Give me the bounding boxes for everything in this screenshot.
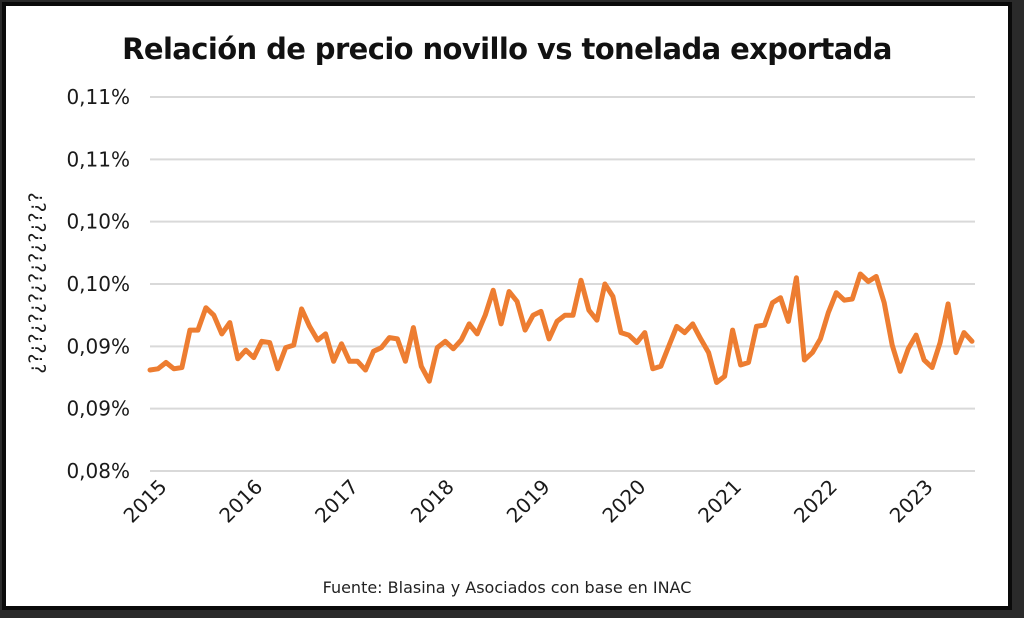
y-axis-title: ¿?¿?¿?¿?¿?¿?¿?¿?¿? <box>25 192 47 374</box>
x-tick-label: 2018 <box>406 475 459 528</box>
y-tick-label: 0,11% <box>66 147 130 171</box>
x-tick-label: 2022 <box>789 475 842 528</box>
chart-title: Relación de precio novillo vs tonelada e… <box>122 32 892 66</box>
x-tick-label: 2021 <box>693 475 746 528</box>
y-tick-label: 0,10% <box>66 272 130 296</box>
source-note: Fuente: Blasina y Asociados con base en … <box>322 578 692 597</box>
chart-frame: Relación de precio novillo vs tonelada e… <box>2 2 1012 610</box>
y-tick-label: 0,09% <box>66 397 130 421</box>
y-tick-label: 0,10% <box>66 210 130 234</box>
x-tick-label: 2020 <box>597 475 650 528</box>
y-tick-label: 0,08% <box>66 459 130 483</box>
x-tick-label: 2016 <box>214 475 267 528</box>
x-tick-label: 2017 <box>310 475 363 528</box>
y-tick-label: 0,11% <box>66 85 130 109</box>
series-line <box>147 271 975 385</box>
y-tick-label: 0,09% <box>66 334 130 358</box>
x-tick-label: 2019 <box>502 475 555 528</box>
x-tick-label: 2023 <box>885 475 938 528</box>
line-chart: 0,08% 0,09% 0,09% 0,10% 0,10% 0,11% 0,11% ¿?¿?¿… <box>25 85 975 528</box>
